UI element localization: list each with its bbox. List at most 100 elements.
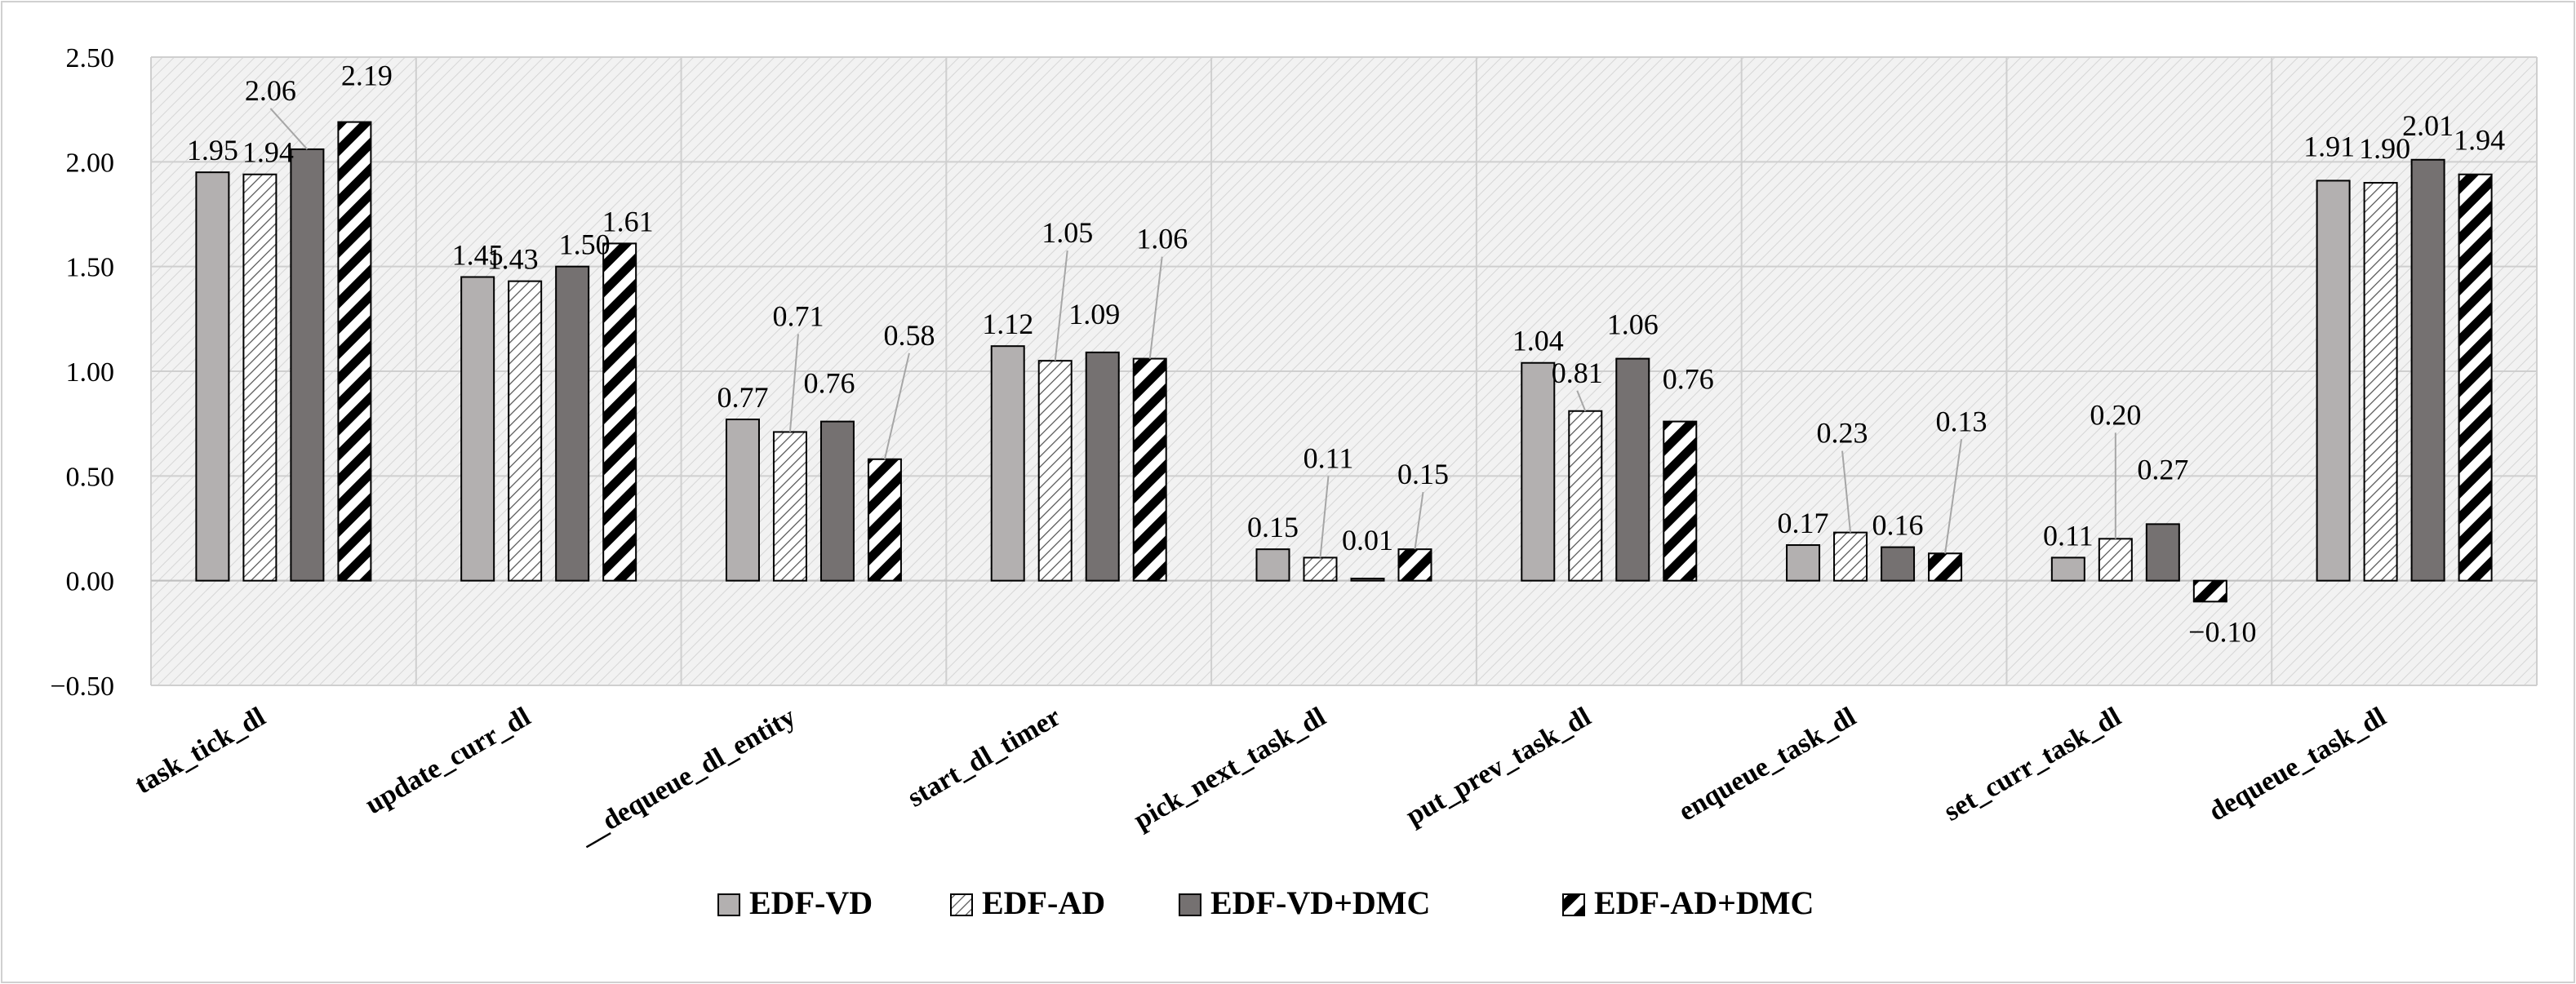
- data-label: 1.95: [187, 134, 238, 166]
- legend-label: EDF-AD: [982, 884, 1105, 921]
- data-label: 1.43: [487, 243, 539, 276]
- y-tick-label: 0.00: [66, 567, 115, 597]
- label-leader-line: [1054, 250, 1068, 361]
- y-tick-label: 1.00: [66, 357, 115, 388]
- bar-edf-ad-dmc: [1663, 420, 1698, 582]
- y-tick-label: 0.50: [66, 462, 115, 492]
- y-tick-label: 2.50: [66, 43, 115, 73]
- bar-edf-vd-dmc: [2410, 158, 2445, 582]
- legend: EDF-VD EDF-AD EDF-VD+DMC EDF-AD+DMC: [717, 884, 1814, 921]
- bar-edf-ad: [242, 173, 278, 582]
- y-tick-label: −0.50: [50, 672, 114, 702]
- bar-edf-vd: [990, 345, 1025, 582]
- bar-edf-ad-dmc: [2192, 579, 2227, 603]
- label-leader-line: [1944, 439, 1963, 554]
- bar-edf-ad: [1568, 410, 1603, 582]
- data-label: 1.06: [1607, 308, 1659, 341]
- data-label: 2.06: [245, 74, 296, 107]
- data-label: 1.94: [2454, 124, 2505, 157]
- bar-edf-ad: [2098, 538, 2133, 582]
- bar-edf-vd: [1521, 361, 1556, 582]
- data-label: 2.01: [2402, 109, 2454, 142]
- data-label: 0.81: [1552, 357, 1603, 389]
- data-label: 0.17: [1778, 507, 1829, 539]
- data-label: 0.15: [1247, 511, 1299, 543]
- data-label: 0.71: [772, 299, 824, 332]
- bar-edf-ad-dmc: [1132, 357, 1167, 582]
- data-label: 0.11: [1304, 441, 1354, 474]
- data-label: 1.50: [559, 228, 611, 261]
- data-label: 0.76: [803, 367, 855, 400]
- data-label: 1.04: [1512, 325, 1564, 357]
- data-label: 0.77: [717, 381, 768, 414]
- data-label: 0.20: [2090, 398, 2141, 431]
- bar-edf-vd-dmc: [1350, 578, 1385, 582]
- data-label: −0.10: [2188, 616, 2256, 649]
- bar-edf-vd: [2316, 180, 2351, 582]
- data-label: 2.19: [341, 60, 393, 92]
- bar-edf-vd-dmc: [1085, 351, 1120, 582]
- bar-edf-ad-dmc: [602, 242, 637, 582]
- bar-edf-vd: [195, 171, 230, 582]
- data-label: 1.61: [602, 205, 654, 237]
- legend-label: EDF-VD: [749, 884, 873, 921]
- bar-edf-vd: [460, 276, 495, 582]
- bar-edf-vd: [1255, 548, 1290, 582]
- bar-edf-ad: [2363, 182, 2398, 582]
- bar-edf-ad: [1037, 360, 1073, 582]
- legend-swatch: [950, 893, 973, 916]
- data-label: 0.11: [2043, 519, 2094, 552]
- label-leader-line: [1319, 476, 1330, 558]
- data-label: 1.09: [1068, 298, 1120, 330]
- legend-swatch: [1179, 893, 1201, 916]
- data-label: 0.27: [2137, 453, 2188, 485]
- bar-edf-vd-dmc: [290, 148, 325, 582]
- data-label: 0.76: [1663, 363, 1714, 396]
- data-label: 0.15: [1397, 458, 1449, 490]
- legend-swatch: [717, 893, 740, 916]
- y-tick-label: 1.50: [66, 253, 115, 283]
- legend-label: EDF-AD+DMC: [1594, 884, 1814, 921]
- label-leader-line: [1841, 450, 1852, 533]
- bar-edf-vd: [2050, 556, 2085, 582]
- bar-edf-ad-dmc: [867, 458, 902, 582]
- bar-edf-ad: [1833, 531, 1868, 582]
- label-leader-line: [269, 108, 309, 150]
- data-label: 1.06: [1136, 223, 1188, 255]
- bar-edf-ad-dmc: [337, 121, 372, 582]
- label-leader-line: [1148, 256, 1163, 359]
- data-label: 1.90: [2359, 132, 2410, 165]
- label-leader-line: [1414, 492, 1424, 550]
- bar-edf-ad-dmc: [1397, 548, 1432, 582]
- bar-edf-vd-dmc: [1881, 546, 1916, 582]
- bar-edf-ad-dmc: [1928, 552, 1963, 582]
- bar-edf-ad: [772, 431, 807, 582]
- bar-edf-vd: [1786, 544, 1821, 582]
- data-label: 1.91: [2303, 130, 2355, 162]
- bar-edf-vd-dmc: [2145, 523, 2180, 582]
- data-label: 1.12: [982, 308, 1033, 340]
- label-leader-line: [788, 334, 799, 432]
- data-label: 0.23: [1817, 417, 1868, 450]
- data-label: 0.58: [883, 319, 935, 352]
- y-tick-label: 2.00: [66, 148, 115, 178]
- data-label: 0.16: [1872, 509, 1924, 542]
- bar-edf-vd-dmc: [555, 265, 590, 582]
- bar-edf-ad: [1303, 556, 1338, 582]
- data-label: 1.94: [242, 136, 294, 169]
- data-label: 0.13: [1936, 405, 1988, 437]
- bar-edf-ad: [508, 280, 543, 582]
- bar-edf-vd-dmc: [1615, 357, 1650, 582]
- data-label: 0.01: [1342, 524, 1393, 556]
- legend-label: EDF-VD+DMC: [1210, 884, 1430, 921]
- label-leader-line: [883, 352, 910, 460]
- bar-edf-ad-dmc: [2458, 173, 2493, 582]
- data-label: 1.45: [452, 239, 504, 272]
- label-leader-line: [1576, 390, 1587, 412]
- legend-swatch: [1562, 893, 1585, 916]
- data-label: 1.05: [1042, 216, 1093, 249]
- bar-edf-vd: [725, 419, 760, 582]
- bar-edf-vd-dmc: [819, 420, 855, 582]
